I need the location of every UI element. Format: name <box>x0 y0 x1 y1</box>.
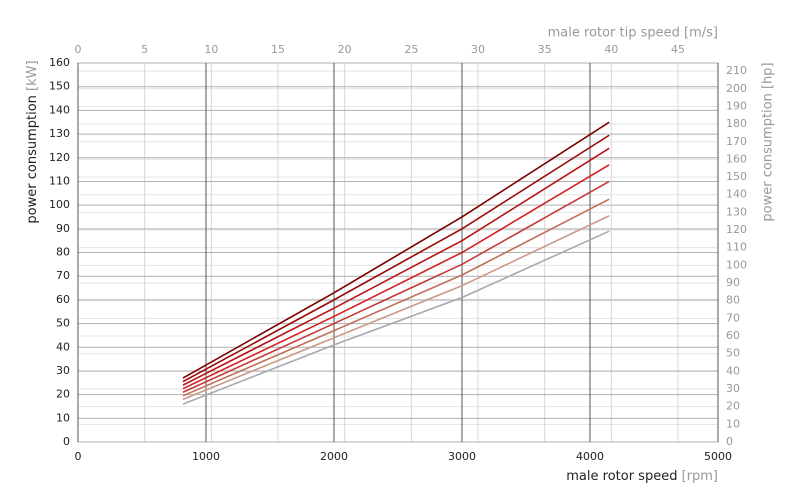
series-line <box>182 147 610 386</box>
x-tick-label: 2000 <box>320 450 348 463</box>
y2-tick-label: 160 <box>726 152 747 165</box>
y2-tick-label: 70 <box>726 311 740 324</box>
y2-tick-label: 170 <box>726 135 747 148</box>
y-tick-label: 30 <box>56 364 70 377</box>
y-tick-label: 150 <box>49 80 70 93</box>
x2-tick-label: 25 <box>404 43 418 56</box>
y-tick-label: 20 <box>56 388 70 401</box>
y-tick-label: 10 <box>56 411 70 424</box>
y-axis-title: power consumption [kW] <box>25 60 40 223</box>
y-tick-label: 70 <box>56 269 70 282</box>
series-line <box>182 215 610 401</box>
x-label: male rotor speed <box>566 469 677 484</box>
y2-tick-label: 140 <box>726 188 747 201</box>
y2-tick-label: 130 <box>726 205 747 218</box>
y-label: power consumption <box>25 95 40 223</box>
y2-tick-label: 190 <box>726 99 747 112</box>
y-tick-label: 90 <box>56 222 70 235</box>
y-tick-label: 160 <box>49 56 70 69</box>
series-line <box>182 180 610 393</box>
series-line <box>182 230 610 405</box>
y2-tick-label: 200 <box>726 82 747 95</box>
x-tick-label: 0 <box>75 450 82 463</box>
x2-tick-label: 20 <box>338 43 352 56</box>
x-unit: [rpm] <box>682 469 718 484</box>
y-tick-label: 40 <box>56 340 70 353</box>
y-tick-label: 100 <box>49 198 70 211</box>
y2-tick-label: 180 <box>726 117 747 130</box>
y2-tick-label: 210 <box>726 64 747 77</box>
y-tick-label: 50 <box>56 317 70 330</box>
y2-tick-label: 60 <box>726 329 740 342</box>
y-tick-label: 80 <box>56 246 70 259</box>
x-tick-label: 4000 <box>576 450 604 463</box>
x2-tick-label: 5 <box>141 43 148 56</box>
x2-tick-label: 40 <box>604 43 618 56</box>
x2-tick-label: 15 <box>271 43 285 56</box>
series-line <box>182 134 610 383</box>
y-tick-label: 110 <box>49 174 70 187</box>
y2-tick-label: 80 <box>726 294 740 307</box>
y2-tick-label: 110 <box>726 241 747 254</box>
series-line <box>182 164 610 390</box>
y2-axis-title: power consumption [hp] <box>761 62 776 221</box>
y-tick-label: 0 <box>63 435 70 448</box>
y2-tick-label: 30 <box>726 382 740 395</box>
x2-tick-label: 10 <box>204 43 218 56</box>
y2-tick-label: 100 <box>726 258 747 271</box>
y-tick-label: 140 <box>49 103 70 116</box>
x2-tick-label: 0 <box>75 43 82 56</box>
x-tick-label: 1000 <box>192 450 220 463</box>
x-axis-title: male rotor speed [rpm] <box>566 469 718 484</box>
y2-tick-label: 90 <box>726 276 740 289</box>
y2-tick-label: 50 <box>726 347 740 360</box>
y2-tick-label: 120 <box>726 223 747 236</box>
y2-tick-label: 10 <box>726 417 740 430</box>
grid <box>77 62 719 443</box>
x-tick-label: 5000 <box>704 450 732 463</box>
x2-tick-label: 35 <box>538 43 552 56</box>
y2-tick-label: 0 <box>726 435 733 448</box>
series-line <box>182 121 610 379</box>
y-tick-label: 130 <box>49 127 70 140</box>
y-unit: [kW] <box>25 60 40 91</box>
y2-tick-label: 40 <box>726 364 740 377</box>
x2-axis-title: male rotor tip speed [m/s] <box>548 26 718 41</box>
y-tick-label: 120 <box>49 151 70 164</box>
x2-tick-label: 30 <box>471 43 485 56</box>
y-tick-label: 60 <box>56 293 70 306</box>
y2-tick-label: 150 <box>726 170 747 183</box>
series-line <box>182 198 610 397</box>
x-tick-label: 3000 <box>448 450 476 463</box>
y2-tick-label: 20 <box>726 400 740 413</box>
x2-tick-label: 45 <box>671 43 685 56</box>
